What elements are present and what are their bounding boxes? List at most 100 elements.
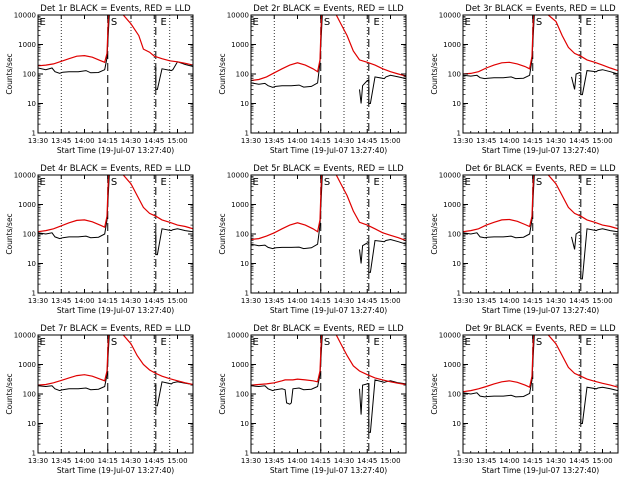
x-tick-label: 14:30 xyxy=(334,137,354,145)
chart-panel: Det 4r BLACK = Events, RED = LLD S E E 13:30… xyxy=(5,164,194,315)
x-tick-label: 13:45 xyxy=(264,297,284,305)
y-axis-label: Counts/sec xyxy=(218,53,227,94)
y-tick-label: 1 xyxy=(32,290,36,298)
lld-series-line xyxy=(547,335,618,388)
marker-label-e: E xyxy=(373,337,379,348)
lld-series-line xyxy=(463,175,535,233)
marker-label-e: E xyxy=(253,17,259,28)
chart-panel: Det 8r BLACK = Events, RED = LLD S E E 13:30… xyxy=(218,324,407,475)
marker-label-e: E xyxy=(465,17,471,28)
x-tick-label: 13:30 xyxy=(241,297,261,305)
marker-label-s: S xyxy=(536,337,542,348)
x-tick-label: 13:30 xyxy=(453,297,473,305)
x-tick-label: 13:30 xyxy=(241,457,261,465)
marker-label-s: S xyxy=(324,17,330,28)
chart-title: Det 6r BLACK = Events, RED = LLD xyxy=(465,164,616,174)
events-series-line xyxy=(463,15,535,80)
plot-frame xyxy=(250,334,407,454)
events-series-line xyxy=(571,228,618,280)
x-tick-label: 14:00 xyxy=(74,297,94,305)
x-tick-label: 14:00 xyxy=(74,457,94,465)
x-tick-label: 14:45 xyxy=(569,297,589,305)
plot-frame xyxy=(462,14,619,134)
y-tick-label: 100 xyxy=(448,71,461,79)
lld-series-line xyxy=(122,15,193,66)
x-tick-label: 13:30 xyxy=(28,457,48,465)
y-axis-label: Counts/sec xyxy=(430,373,439,414)
x-tick-label: 14:00 xyxy=(499,297,519,305)
y-tick-label: 10 xyxy=(27,260,36,268)
x-tick-label: 14:15 xyxy=(98,457,118,465)
y-tick-label: 10000 xyxy=(439,332,461,340)
lld-series-line xyxy=(463,15,535,75)
plot-area xyxy=(463,335,618,453)
lld-series-line xyxy=(251,335,323,386)
x-tick-label: 14:30 xyxy=(334,297,354,305)
marker-label-e: E xyxy=(465,337,471,348)
y-tick-label: 100 xyxy=(23,231,36,239)
y-tick-label: 10 xyxy=(240,260,249,268)
lld-series-line xyxy=(38,15,110,67)
x-tick-label: 15:00 xyxy=(167,297,187,305)
x-tick-label: 13:45 xyxy=(264,457,284,465)
marker-label-e: E xyxy=(585,337,591,348)
plot-area xyxy=(38,15,193,133)
y-tick-label: 10 xyxy=(27,420,36,428)
chart-title: Det 1r BLACK = Events, RED = LLD xyxy=(40,4,191,14)
x-tick-label: 13:30 xyxy=(241,137,261,145)
plot-area xyxy=(38,335,193,453)
y-tick-label: 1000 xyxy=(231,201,249,209)
y-tick-label: 10000 xyxy=(227,12,249,20)
x-tick-label: 14:15 xyxy=(523,457,543,465)
y-tick-label: 1 xyxy=(245,290,249,298)
lld-series-line xyxy=(547,15,618,72)
marker-label-e: E xyxy=(373,177,379,188)
x-axis-label: Start Time (19-Jul-07 13:27:40) xyxy=(57,146,174,155)
plot-area xyxy=(463,15,618,133)
x-tick-label: 14:45 xyxy=(569,457,589,465)
x-tick-label: 14:00 xyxy=(499,457,519,465)
marker-label-s: S xyxy=(111,177,117,188)
x-tick-label: 13:30 xyxy=(28,137,48,145)
events-series-line xyxy=(38,335,110,392)
x-tick-label: 13:30 xyxy=(453,137,473,145)
marker-label-e: E xyxy=(585,17,591,28)
lld-series-line xyxy=(38,335,110,386)
y-tick-label: 10000 xyxy=(14,172,36,180)
y-tick-label: 1 xyxy=(32,130,36,138)
y-tick-label: 1 xyxy=(245,130,249,138)
x-tick-label: 13:30 xyxy=(453,457,473,465)
y-tick-label: 1000 xyxy=(18,361,36,369)
x-tick-label: 15:00 xyxy=(380,297,400,305)
y-tick-label: 1000 xyxy=(18,201,36,209)
x-tick-label: 14:30 xyxy=(121,297,141,305)
marker-label-s: S xyxy=(111,337,117,348)
plot-frame xyxy=(37,334,194,454)
y-tick-label: 1 xyxy=(245,450,249,458)
x-axis-label: Start Time (19-Jul-07 13:27:40) xyxy=(57,306,174,315)
x-axis-label: Start Time (19-Jul-07 13:27:40) xyxy=(482,146,599,155)
y-tick-label: 10 xyxy=(240,100,249,108)
y-tick-label: 100 xyxy=(448,231,461,239)
lld-series-line xyxy=(251,15,323,82)
plot-frame xyxy=(250,14,407,134)
y-tick-label: 1000 xyxy=(443,201,461,209)
chart-panel: Det 1r BLACK = Events, RED = LLD S E E 13:30… xyxy=(5,4,194,155)
x-axis-label: Start Time (19-Jul-07 13:27:40) xyxy=(270,146,387,155)
x-tick-label: 14:15 xyxy=(311,137,331,145)
y-tick-label: 100 xyxy=(448,391,461,399)
x-axis-label: Start Time (19-Jul-07 13:27:40) xyxy=(482,306,599,315)
events-series-line xyxy=(251,175,323,250)
y-tick-label: 10 xyxy=(452,100,461,108)
plot-area xyxy=(251,175,406,293)
x-tick-label: 14:15 xyxy=(311,457,331,465)
x-tick-label: 14:30 xyxy=(121,457,141,465)
x-tick-label: 15:00 xyxy=(592,297,612,305)
marker-label-s: S xyxy=(536,177,542,188)
events-series-line xyxy=(359,379,406,433)
y-axis-label: Counts/sec xyxy=(218,213,227,254)
plot-area xyxy=(38,175,193,293)
x-tick-label: 15:00 xyxy=(167,457,187,465)
plot-area xyxy=(251,335,406,453)
